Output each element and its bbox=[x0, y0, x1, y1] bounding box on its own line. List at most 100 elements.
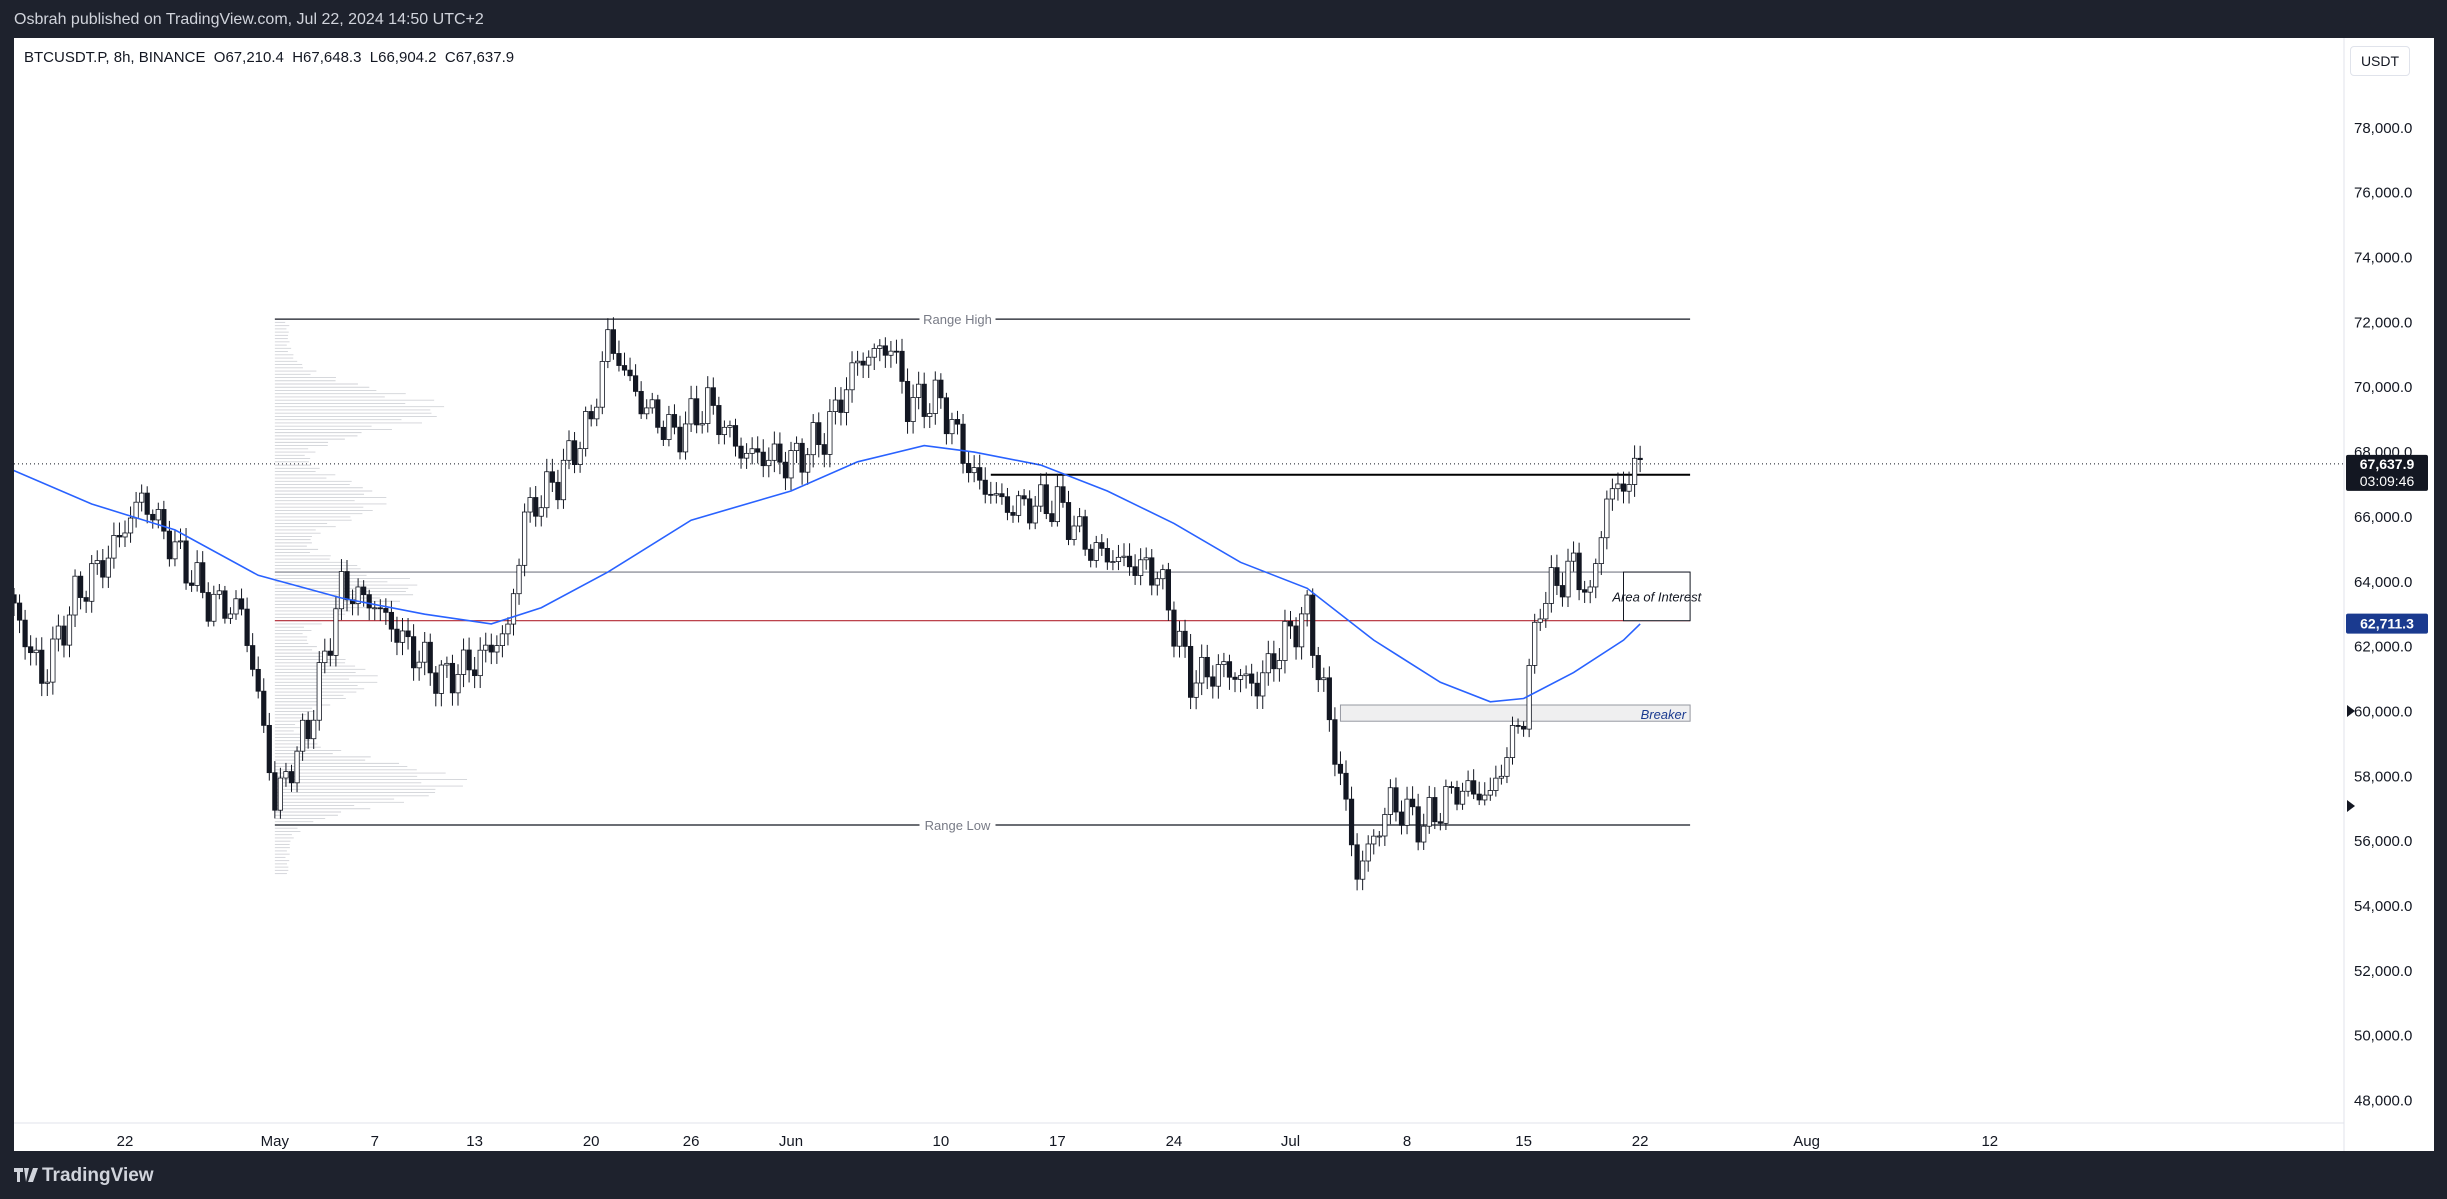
breaker-zone[interactable] bbox=[1339, 704, 1691, 722]
candle-body[interactable] bbox=[1593, 563, 1599, 588]
candle-body[interactable] bbox=[399, 630, 406, 643]
candle-body[interactable] bbox=[1482, 794, 1488, 801]
candle-body[interactable] bbox=[488, 644, 494, 653]
candle-body[interactable] bbox=[1415, 806, 1421, 843]
candle-body[interactable] bbox=[355, 586, 361, 604]
candle-body[interactable] bbox=[222, 590, 228, 619]
candle-body[interactable] bbox=[272, 772, 278, 811]
candle-body[interactable] bbox=[1049, 513, 1055, 523]
brand-name[interactable]: TradingView bbox=[42, 1165, 154, 1186]
candle-body[interactable] bbox=[1093, 542, 1099, 561]
moving-average-line[interactable] bbox=[14, 444, 1641, 703]
candle-body[interactable] bbox=[660, 426, 666, 440]
candle-body[interactable] bbox=[971, 467, 977, 474]
candle-body[interactable] bbox=[1204, 656, 1210, 678]
candle-body[interactable] bbox=[1010, 512, 1016, 516]
candle-body[interactable] bbox=[1615, 483, 1621, 490]
candle-body[interactable] bbox=[194, 562, 200, 586]
candle-body[interactable] bbox=[283, 771, 289, 779]
candle-body[interactable] bbox=[1188, 645, 1194, 698]
candle-body[interactable] bbox=[1043, 484, 1049, 515]
candle-body[interactable] bbox=[1071, 525, 1077, 540]
candle-body[interactable] bbox=[805, 454, 811, 473]
candle-body[interactable] bbox=[1088, 548, 1094, 561]
candle-body[interactable] bbox=[755, 448, 761, 453]
candle-body[interactable] bbox=[94, 560, 100, 565]
candle-body[interactable] bbox=[1332, 719, 1338, 765]
candle-body[interactable] bbox=[832, 399, 839, 412]
candle-body[interactable] bbox=[205, 592, 211, 622]
candle-body[interactable] bbox=[144, 492, 150, 515]
candle-body[interactable] bbox=[588, 411, 594, 420]
candle-body[interactable] bbox=[1287, 620, 1294, 627]
candle-body[interactable] bbox=[1570, 552, 1577, 562]
price-marker-arrow-icon[interactable] bbox=[2347, 705, 2355, 717]
candle-body[interactable] bbox=[544, 471, 550, 509]
candle-body[interactable] bbox=[1065, 502, 1072, 540]
candle-body[interactable] bbox=[28, 646, 34, 654]
candle-body[interactable] bbox=[566, 440, 572, 461]
candle-body[interactable] bbox=[1376, 835, 1382, 838]
candle-body[interactable] bbox=[1548, 567, 1554, 604]
candle-body[interactable] bbox=[1537, 618, 1543, 623]
price-marker-arrow-icon[interactable] bbox=[2347, 800, 2355, 812]
candle-body[interactable] bbox=[177, 540, 184, 543]
candle-body[interactable] bbox=[1637, 457, 1643, 461]
candle-body[interactable] bbox=[1554, 567, 1560, 586]
candle-body[interactable] bbox=[1365, 843, 1371, 862]
candle-body[interactable] bbox=[50, 638, 56, 683]
candle-body[interactable] bbox=[827, 411, 833, 455]
candle-body[interactable] bbox=[39, 649, 45, 684]
candle-body[interactable] bbox=[1315, 655, 1321, 681]
candle-body[interactable] bbox=[577, 448, 583, 466]
candle-body[interactable] bbox=[727, 425, 733, 428]
candle-body[interactable] bbox=[1498, 775, 1504, 779]
candle-body[interactable] bbox=[1143, 557, 1149, 561]
candle-body[interactable] bbox=[261, 690, 267, 726]
candle-body[interactable] bbox=[893, 350, 900, 353]
candle-body[interactable] bbox=[1582, 589, 1588, 593]
candle-body[interactable] bbox=[433, 672, 439, 694]
candle-body[interactable] bbox=[266, 724, 272, 774]
candle-body[interactable] bbox=[333, 608, 339, 656]
candle-body[interactable] bbox=[999, 493, 1005, 498]
candle-body[interactable] bbox=[1620, 483, 1627, 492]
candle-body[interactable] bbox=[516, 564, 522, 595]
candle-body[interactable] bbox=[638, 391, 644, 415]
candle-body[interactable] bbox=[1626, 484, 1632, 492]
candle-body[interactable] bbox=[1210, 676, 1216, 687]
candle-body[interactable] bbox=[860, 360, 866, 366]
candle-body[interactable] bbox=[388, 611, 395, 630]
candle-body[interactable] bbox=[810, 422, 816, 456]
candle-body[interactable] bbox=[904, 380, 911, 422]
candle-body[interactable] bbox=[843, 389, 850, 413]
tradingview-logo-icon[interactable] bbox=[14, 1168, 38, 1182]
candle-body[interactable] bbox=[1565, 560, 1571, 598]
candle-body[interactable] bbox=[1337, 763, 1344, 774]
candle-body[interactable] bbox=[444, 662, 450, 666]
candle-body[interactable] bbox=[133, 501, 139, 519]
candle-body[interactable] bbox=[816, 422, 822, 445]
candle-body[interactable] bbox=[183, 540, 189, 584]
candle-body[interactable] bbox=[172, 541, 178, 560]
candle-body[interactable] bbox=[560, 459, 567, 501]
candle-body[interactable] bbox=[1432, 797, 1438, 823]
candle-body[interactable] bbox=[1038, 484, 1044, 507]
candle-body[interactable] bbox=[44, 681, 50, 684]
candle-body[interactable] bbox=[288, 771, 295, 784]
candle-body[interactable] bbox=[61, 625, 67, 646]
candle-body[interactable] bbox=[1387, 787, 1393, 815]
candle-body[interactable] bbox=[238, 598, 245, 610]
candle-body[interactable] bbox=[22, 619, 28, 648]
candle-body[interactable] bbox=[1160, 569, 1166, 580]
candle-body[interactable] bbox=[1226, 661, 1233, 678]
candle-body[interactable] bbox=[1587, 586, 1593, 593]
candle-body[interactable] bbox=[1032, 505, 1038, 524]
candle-body[interactable] bbox=[793, 442, 800, 451]
candle-body[interactable] bbox=[372, 607, 378, 610]
candle-body[interactable] bbox=[1604, 498, 1610, 539]
candle-body[interactable] bbox=[1060, 486, 1066, 503]
candle-body[interactable] bbox=[1448, 786, 1455, 788]
candle-body[interactable] bbox=[16, 602, 23, 621]
candle-body[interactable] bbox=[1115, 556, 1122, 562]
